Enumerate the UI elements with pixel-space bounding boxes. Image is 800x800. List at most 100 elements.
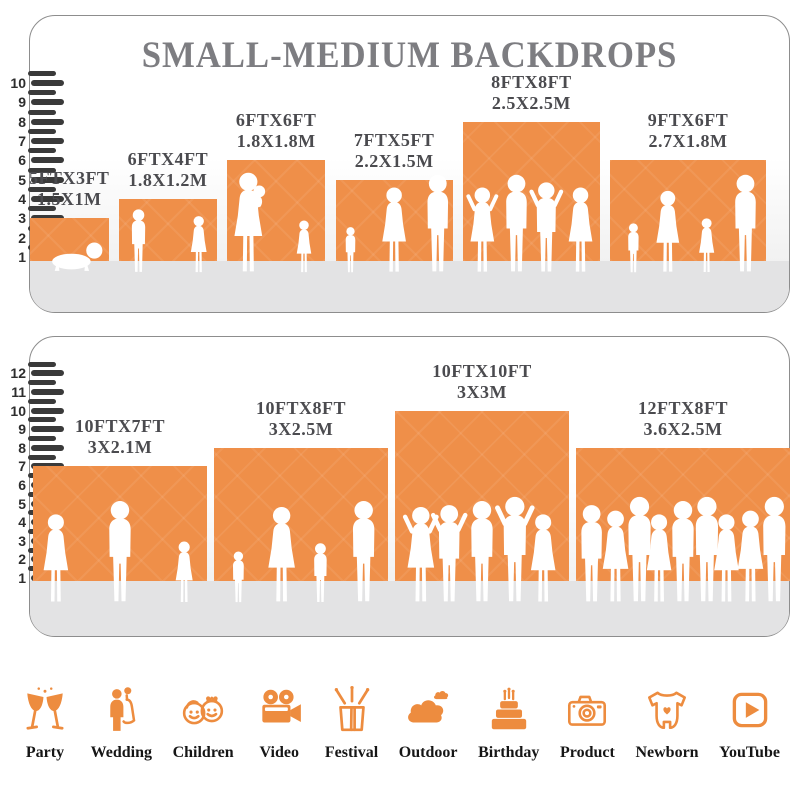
ruler-tick-major (31, 99, 64, 106)
category-label: Newborn (635, 744, 699, 761)
ruler-tick-minor (28, 361, 56, 367)
size-ft-text: 10FTX10FT (432, 360, 532, 381)
ruler-tick-major (31, 444, 64, 451)
ruler-tick-minor (28, 380, 56, 386)
small-medium-panel: SMALL-MEDIUM BACKDROPS 1 2 3 4 5 6 7 8 9 10 5FTX3F… (10, 15, 790, 313)
size-m-text: 3X2.5M (268, 418, 334, 439)
category-item-birthday[interactable]: Birthday (478, 685, 539, 762)
ruler-number-10: 10 (10, 75, 26, 91)
bar-10ftx8ft (214, 447, 388, 581)
category-item-newborn[interactable]: Newborn (635, 685, 699, 762)
category-label: YouTube (719, 744, 780, 761)
size-m-text: 1.5X1M (36, 189, 102, 210)
size-m-text: 1.8X1.8M (236, 131, 316, 152)
bar-10ftx10ft (395, 410, 569, 581)
category-label: Wedding (90, 744, 152, 761)
bar-size-label: 12FTX8FT 3.6X2.5M (573, 398, 793, 440)
size-m-text: 1.8X1.2M (128, 170, 208, 190)
bar-6ftx6ft (227, 160, 326, 261)
ruler-number-1: 1 (18, 249, 26, 265)
ruler-number-2: 2 (18, 229, 26, 246)
floor-strip (30, 581, 789, 636)
ruler-tick-minor (28, 109, 56, 115)
ruler-number-7: 7 (18, 458, 26, 475)
ruler-number-9: 9 (18, 421, 26, 438)
ruler-tick-major (31, 389, 64, 395)
festival-icon (334, 685, 369, 732)
ruler-tick-major (31, 80, 64, 86)
ruler-number-4: 4 (18, 191, 26, 207)
ruler-number-10: 10 (10, 402, 26, 419)
ruler-number-8: 8 (18, 113, 26, 130)
ruler-number-3: 3 (18, 210, 26, 227)
wedding-icon (110, 687, 136, 731)
children-icon (182, 696, 224, 725)
category-item-video[interactable]: Video (254, 685, 304, 762)
bar-7ftx5ft (335, 179, 453, 261)
size-m-text: 2.7X1.8M (648, 131, 728, 152)
outdoor-icon (408, 690, 449, 723)
category-item-wedding[interactable]: Wedding (91, 685, 152, 762)
ruler-tick-minor (28, 454, 56, 460)
category-label: Children (172, 744, 234, 761)
size-m-text: 2.2X1.5M (354, 150, 434, 171)
category-item-product[interactable]: Product (560, 685, 615, 762)
category-item-youtube[interactable]: YouTube (719, 685, 780, 762)
floor-strip (30, 261, 789, 312)
size-ft-text: 8FTX8FT (491, 71, 572, 92)
category-row: Party Wedding Children Video Festival Outdoor… (20, 652, 780, 762)
bar-size-label: 8FTX8FT 2.5X2.5M (421, 72, 641, 114)
bar-size-label: 10FTX7FT 3X2.1M (10, 416, 230, 458)
ruler-tick-minor (28, 417, 56, 423)
category-item-festival[interactable]: Festival (325, 685, 378, 762)
newborn-icon (647, 691, 687, 730)
size-ft-text: 10FTX7FT (74, 416, 165, 437)
ruler-number-8: 8 (18, 439, 26, 456)
bar-12ftx8ft (576, 447, 790, 581)
ruler-number-9: 9 (18, 94, 26, 111)
size-m-text: 3X3M (457, 381, 507, 402)
category-item-children[interactable]: Children (173, 685, 234, 762)
category-item-outdoor[interactable]: Outdoor (398, 685, 458, 762)
category-label: Product (560, 744, 615, 761)
ruler-tick-major (31, 118, 64, 125)
ruler-tick-minor (28, 206, 56, 212)
bar-10ftx7ft (33, 466, 207, 581)
ruler-tick-major (31, 196, 64, 202)
bar-size-label: 10FTX10FT 3X3M (372, 361, 592, 403)
category-item-party[interactable]: Party (20, 685, 70, 762)
category-label: Video (259, 744, 299, 761)
ruler-number-4: 4 (18, 514, 26, 531)
bar-6ftx4ft (119, 199, 217, 261)
video-icon (262, 689, 302, 723)
category-label: Outdoor (398, 744, 458, 761)
large-sizes-panel: 1 2 3 4 5 6 7 8 9 10 11 12 10FTX7FT 3X2.1M 10FTX8FT 3X2… (10, 336, 793, 637)
bar-size-label: 5FTX3FT 1.5X1M (0, 168, 179, 210)
bar-9ftx6ft (610, 160, 766, 261)
ruler-number-2: 2 (18, 551, 26, 568)
ruler-number-1: 1 (18, 570, 26, 586)
ruler-tick-major (31, 138, 64, 144)
size-ft-text: 6FTX6FT (235, 110, 317, 131)
ruler-tick-minor (28, 128, 56, 134)
ruler-tick-major (31, 176, 64, 183)
ruler-number-12: 12 (10, 365, 26, 382)
ruler-tick-major (31, 370, 64, 377)
bar-size-label: 6FTX6FT 1.8X1.8M (166, 110, 386, 152)
ruler-tick-minor (28, 90, 56, 96)
size-ft-text: 6FTX4FT (127, 149, 209, 169)
ruler-tick-minor (28, 186, 56, 192)
ruler-number-11: 11 (11, 384, 26, 400)
ruler-tick-minor (28, 436, 56, 441)
bar-size-label: 7FTX5FT 2.2X1.5M (284, 130, 504, 172)
ruler-tick-major (31, 426, 64, 433)
size-ft-text: 10FTX8FT (255, 397, 346, 418)
ruler-tick-minor (28, 398, 56, 404)
ruler-number-7: 7 (18, 133, 26, 149)
birthday-icon (491, 687, 526, 730)
size-m-text: 3X2.1M (87, 437, 153, 458)
bar-5ftx3ft (30, 218, 109, 261)
category-label: Party (25, 744, 65, 761)
ruler-tick-minor (28, 70, 56, 76)
